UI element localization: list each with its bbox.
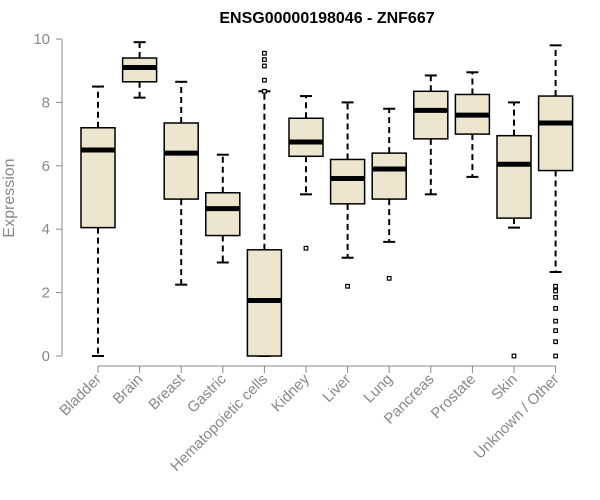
iqr-box [413,90,449,140]
box-unknown-other [537,44,574,359]
y-tick-label: 4 [42,221,50,238]
x-tick-label: Prostate [428,371,480,423]
iqr-box [371,152,407,200]
plot-area: 0 2 4 6 8 10 Bladder BrainBreastGastricHematopo… [33,31,574,475]
x-tick-label: Lung [360,371,396,407]
box-brain [121,41,158,99]
box-pancreas [413,74,449,196]
iqr-box [288,117,324,158]
outlier-point [262,63,267,69]
box-bladder [80,85,116,357]
y-tick-label: 8 [42,94,50,111]
box-gastric [205,153,241,264]
x-tick-label: Bladder [56,371,105,420]
outlier-point [553,353,558,359]
iqr-box [80,127,116,229]
outlier-point [511,353,517,359]
iqr-box [537,95,574,172]
y-axis: 0 2 4 6 8 10 [33,31,63,365]
outlier-point [262,57,267,63]
iqr-box [329,158,366,205]
box-lung [371,107,407,281]
chart-title: ENSG00000198046 - ZNF667 [219,10,434,27]
box-hematopoietic-cells [246,50,283,357]
outlier-point [553,328,558,334]
outlier-point [553,306,558,311]
y-tick-label: 10 [33,31,50,48]
outlier-point [553,288,558,294]
box-skin [496,101,532,359]
iqr-box [496,134,532,219]
outlier-point [262,50,267,56]
box-liver [329,101,366,289]
outlier-point [386,275,392,281]
outlier-point [553,339,558,345]
box-kidney [288,95,324,251]
y-tick-label: 0 [42,348,50,365]
y-axis-label: Expression [1,158,18,237]
outlier-point [303,245,309,251]
x-tick-label: Kidney [268,370,313,415]
outlier-point [262,77,267,83]
x-tick-label: Breast [145,370,188,413]
x-tick-label: Brain [110,371,147,408]
box-prostate [454,71,491,178]
y-tick-label: 2 [42,285,50,302]
outlier-point [262,88,267,94]
outlier-point [345,283,350,289]
y-tick-label: 6 [42,158,50,175]
iqr-box [163,122,199,200]
outlier-point [553,294,558,300]
x-tick-label: Skin [488,371,521,404]
outlier-point [553,283,558,289]
iqr-box [205,191,241,237]
outlier-point [553,318,558,324]
x-tick-label: Liver [319,371,354,406]
box-breast [163,80,199,286]
